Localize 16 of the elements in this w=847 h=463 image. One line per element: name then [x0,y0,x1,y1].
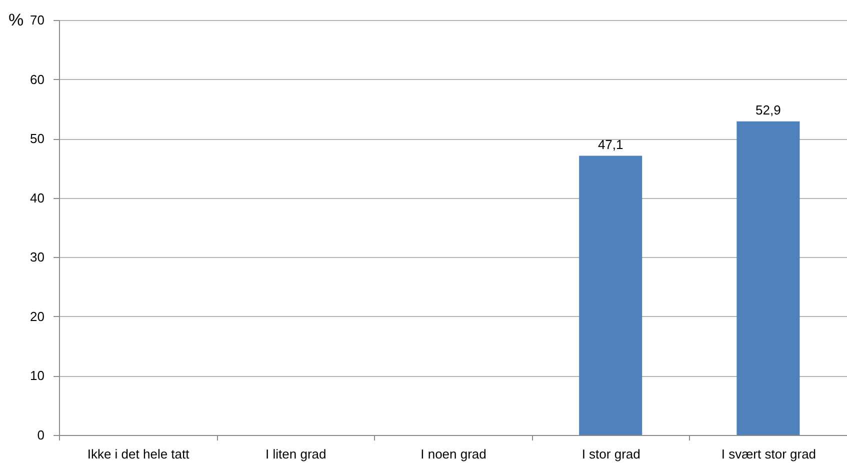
y-tick-label: 10 [30,368,44,384]
x-tick-label: I stor grad [582,446,640,462]
y-tick-label: 30 [30,250,44,265]
x-tick-label: I svært stor grad [721,446,816,462]
y-tick-label: 40 [30,190,44,206]
data-label: 47,1 [598,136,624,152]
data-label: 52,9 [756,102,781,118]
y-tick-label: 60 [30,72,44,87]
y-tick-label: 0 [37,428,44,442]
x-tick-label: Ikke i det hele tatt [87,446,190,462]
y-tick-label: 70 [30,12,44,28]
x-tick-label: I liten grad [266,446,326,462]
y-tick-label: 20 [30,308,44,324]
x-tick-label: I noen grad [420,446,486,462]
y-tick-label: 50 [30,131,44,146]
y-axis-title: % [8,10,24,30]
